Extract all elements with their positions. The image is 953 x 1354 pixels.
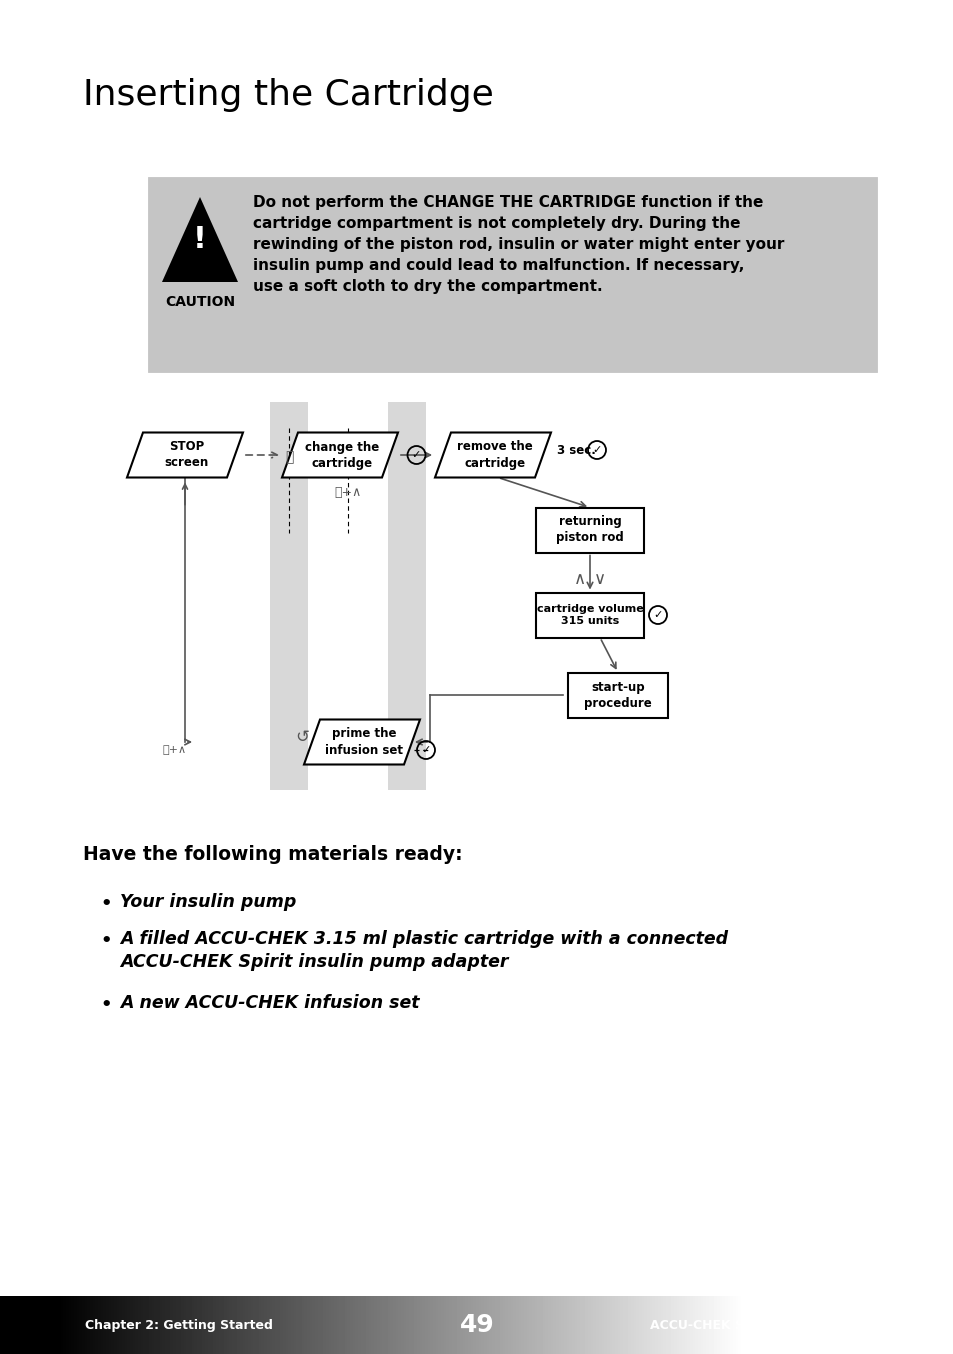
Text: STOP
screen: STOP screen — [165, 440, 209, 470]
Bar — [146, 175, 879, 375]
Text: Your insulin pump: Your insulin pump — [120, 894, 296, 911]
Text: Have the following materials ready:: Have the following materials ready: — [83, 845, 462, 864]
Bar — [148, 177, 877, 372]
Text: !: ! — [193, 225, 207, 255]
Text: ∧: ∧ — [574, 570, 585, 588]
Polygon shape — [127, 432, 243, 478]
Text: ⧟+∧: ⧟+∧ — [334, 486, 361, 500]
Text: ✓: ✓ — [421, 745, 430, 756]
Text: ✓: ✓ — [653, 611, 662, 620]
Text: change the
cartridge: change the cartridge — [305, 440, 378, 470]
Text: remove the
cartridge: remove the cartridge — [456, 440, 533, 470]
FancyBboxPatch shape — [567, 673, 667, 718]
Text: ∨: ∨ — [594, 570, 605, 588]
FancyBboxPatch shape — [536, 508, 643, 552]
Bar — [270, 402, 308, 789]
Text: prime the
infusion set: prime the infusion set — [325, 727, 402, 757]
Text: •: • — [100, 895, 112, 913]
Text: CAUTION: CAUTION — [165, 295, 234, 309]
Bar — [388, 402, 426, 789]
Text: ✓: ✓ — [412, 450, 420, 460]
Text: ⧟+∧: ⧟+∧ — [163, 745, 187, 756]
Polygon shape — [304, 719, 419, 765]
Text: A filled ACCU-CHEK 3.15 ml plastic cartridge with a connected
ACCU-CHEK Spirit i: A filled ACCU-CHEK 3.15 ml plastic cartr… — [120, 930, 727, 971]
Text: •: • — [100, 997, 112, 1014]
Polygon shape — [435, 432, 551, 478]
Polygon shape — [162, 196, 237, 282]
Polygon shape — [282, 432, 397, 478]
Text: ↺: ↺ — [294, 728, 309, 746]
Text: Inserting the Cartridge: Inserting the Cartridge — [83, 79, 494, 112]
Text: Chapter 2: Getting Started: Chapter 2: Getting Started — [85, 1319, 273, 1331]
Text: cartridge volume
315 units: cartridge volume 315 units — [536, 604, 642, 626]
Text: ⧟: ⧟ — [285, 450, 293, 464]
Text: A new ACCU-CHEK infusion set: A new ACCU-CHEK infusion set — [120, 994, 419, 1011]
Text: •: • — [100, 932, 112, 951]
Text: Do not perform the CHANGE THE CARTRIDGE function if the
cartridge compartment is: Do not perform the CHANGE THE CARTRIDGE … — [253, 195, 783, 294]
Text: returning
piston rod: returning piston rod — [556, 516, 623, 544]
Text: start-up
procedure: start-up procedure — [583, 681, 651, 709]
Text: 49: 49 — [459, 1313, 494, 1336]
Text: ✓: ✓ — [592, 445, 601, 455]
Text: 3 sec.: 3 sec. — [557, 444, 596, 456]
Text: ACCU-CHEK Spirit Insulin Pump: ACCU-CHEK Spirit Insulin Pump — [650, 1319, 868, 1331]
FancyBboxPatch shape — [536, 593, 643, 638]
